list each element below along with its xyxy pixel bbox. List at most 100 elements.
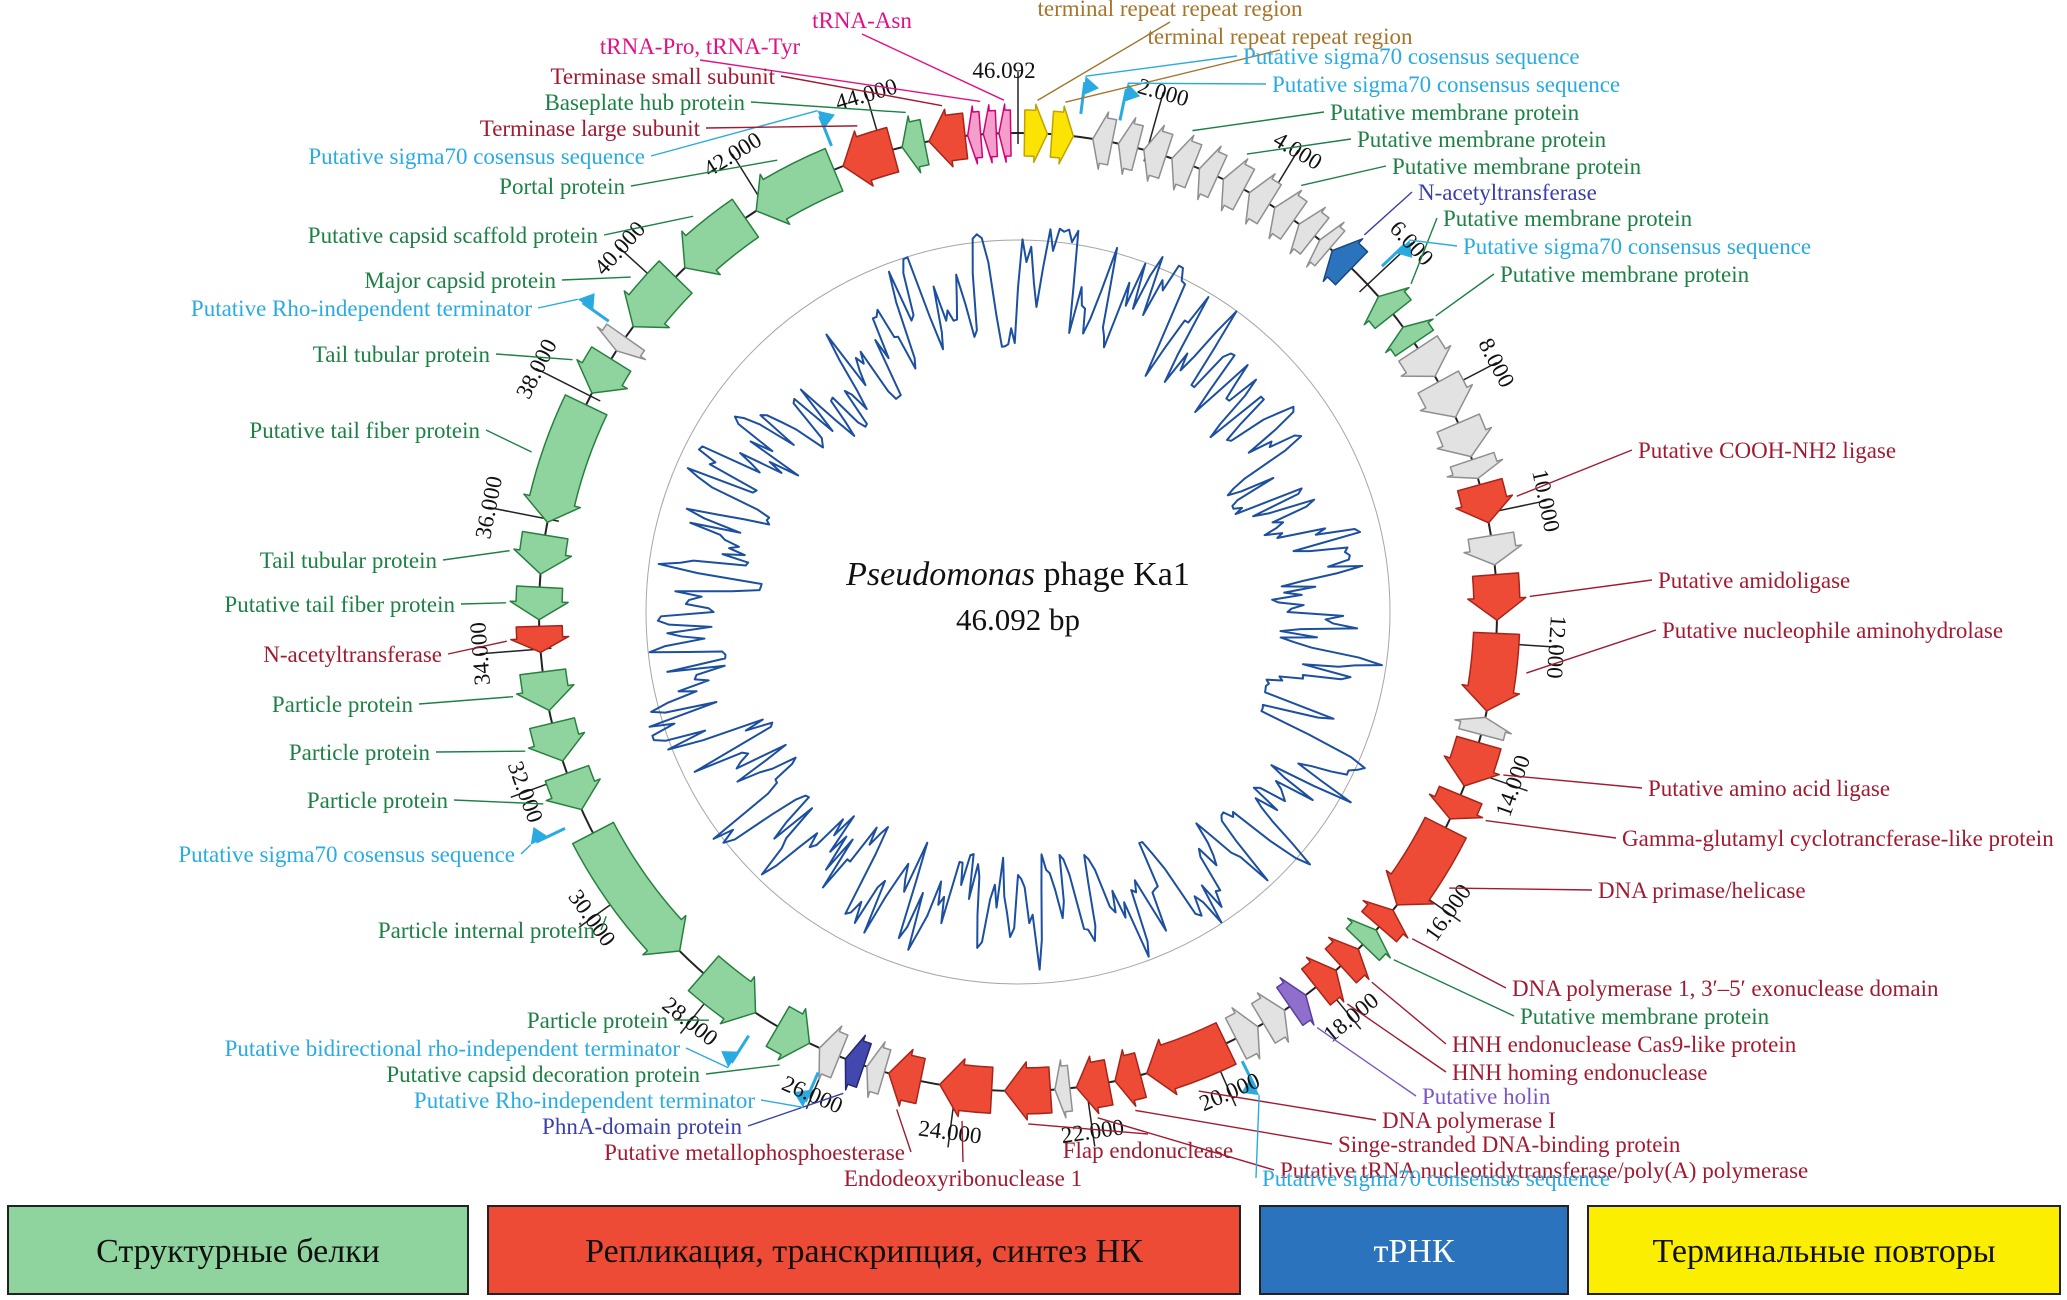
gene-arrow-gray [1398,335,1452,378]
gene-arrow-red [1324,936,1370,984]
annotation-label: Putative membrane protein [1330,100,1580,125]
gene-arrow-green [515,668,575,712]
annotation-label: Putative membrane protein [1357,127,1607,152]
annotation-label: Putative sigma70 cosensus sequence [308,144,645,169]
legend-swatch-terminal-repeats [1587,1205,2061,1295]
gene-arrow-green [571,821,687,956]
annotation-label: HNH homing endonuclease [1452,1060,1708,1085]
leader-line [442,549,510,561]
leader-line [747,1092,844,1127]
leader-line [630,159,778,187]
annotation-label: Putative nucleophile aminohydrolase [1662,618,2003,643]
gene-arrow-yellow [1049,105,1075,165]
leader-line [705,125,858,129]
sigma70-terminator-marker [1380,243,1407,268]
annotation-label: HNH endonuclease Cas9-like protein [1452,1032,1797,1057]
position-tick-label: 10.000 [1527,467,1565,534]
annotation-label: Putative metallophosphoesterase [604,1140,905,1165]
leader-line [1410,217,1438,285]
annotation-label: Putative sigma70 consensus sequence [1262,1166,1610,1191]
annotation-label: Putative tRNA nucleotidytransferase/poly… [1280,1158,1808,1183]
leader-line [650,109,818,157]
gene-arrow-gray [1463,531,1523,566]
gc-content-plot [648,227,1383,971]
gene-arrow-green [576,346,632,394]
leader-line [603,215,694,236]
leader-line [750,101,906,114]
leader-line [1363,191,1413,236]
leader-line [685,1047,729,1069]
sigma70-terminator-flag [1083,76,1099,96]
leader-line [1526,629,1657,674]
legend-item-terminal-repeats: Терминальные повторы [1587,1205,2061,1295]
map-title-rest: phage Ka1 [1035,556,1190,593]
gene-arrow-green [1363,286,1412,330]
annotation-label: Putative amidoligase [1658,568,1850,593]
annotation-label: Particle protein [272,692,414,717]
annotation-label: Singe-stranded DNA-binding protein [1338,1132,1681,1157]
annotation-label: Particle protein [307,788,449,813]
gene-arrow-red [510,624,570,654]
leader-line [1028,1123,1149,1135]
leader-line [447,640,507,655]
annotation-label: Baseplate hub protein [544,90,745,115]
gene-arrow-green [765,1005,811,1061]
gene-arrow-red [1467,572,1527,622]
leader-line [1516,449,1633,497]
annotation-label: Portal protein [499,174,625,199]
legend-label-terminal-repeats: Терминальные повторы [1652,1233,1995,1270]
sigma70-terminator-flag [1123,83,1141,102]
leader-line [1316,1026,1417,1097]
gene-arrow-gray [1171,134,1203,191]
gene-arrow-red [1114,1048,1148,1107]
annotation-label: Endodeoxyribonuclease 1 [844,1166,1082,1191]
annotation-label: Tail tubular protein [260,548,438,573]
leader-line [1037,21,1171,101]
annotation-label: tRNA-Asn [812,8,912,33]
legend-item-trna: тРНК [1259,1205,1569,1295]
gene-arrow-red [1361,899,1409,943]
annotation-label: Flap endonuclease [1063,1138,1234,1163]
leader-line [1065,49,1281,103]
sigma70-terminator-marker [581,301,610,323]
gene-arrow-red [1385,816,1467,906]
leader-line [435,750,526,753]
sigma70-terminator-marker [535,827,566,844]
annotation-label: Putative tail fiber protein [249,418,480,443]
annotation-label: Putative capsid decoration protein [386,1062,700,1087]
sigma70-terminator-marker [1118,88,1128,121]
gene-arrow-red [1300,956,1345,1006]
annotation-label: Putative membrane protein [1443,206,1693,231]
gene-arrow-gray [1244,173,1283,225]
sigma70-terminator-flag [530,826,548,845]
gene-arrow-gray [1220,158,1256,212]
sigma70-terminator-marker [730,1034,750,1064]
position-tick-label: 46.092 [972,58,1035,83]
gene-arrow-gray [1454,716,1512,742]
legend-label-replication: Репликация, транскрипция, синтез НК [585,1233,1143,1270]
gene-arrow-red [1428,785,1484,820]
position-tick-label: 42.000 [699,127,766,182]
leader-line [1255,1095,1260,1179]
gene-arrow-magenta [998,103,1012,163]
position-tick-label: 2.000 [1135,73,1192,111]
leader-line [485,429,532,453]
gene-arrow-red [1455,477,1514,524]
gene-arrow-gray [1436,413,1493,458]
leader-line [460,602,507,605]
position-tick-label: 12.000 [1542,615,1571,680]
legend-item-structural: Структурные белки [7,1205,469,1295]
annotation-label: PhnA-domain protein [542,1114,742,1139]
gene-arrow-green [623,260,693,329]
annotation-label: Putative sigma70 cosensus sequence [178,842,515,867]
annotation-label: Particle protein [527,1008,669,1033]
sigma70-terminator-flag [577,293,595,311]
gene-arrow-gray [1054,1059,1074,1119]
gene-arrow-gray [1197,145,1228,201]
gene-arrow-gray [1417,370,1474,418]
sigma70-terminator-flag [721,1051,739,1068]
gene-arrow-gray [1305,221,1346,268]
leader-line [705,1064,780,1075]
leader-line [1246,138,1352,155]
